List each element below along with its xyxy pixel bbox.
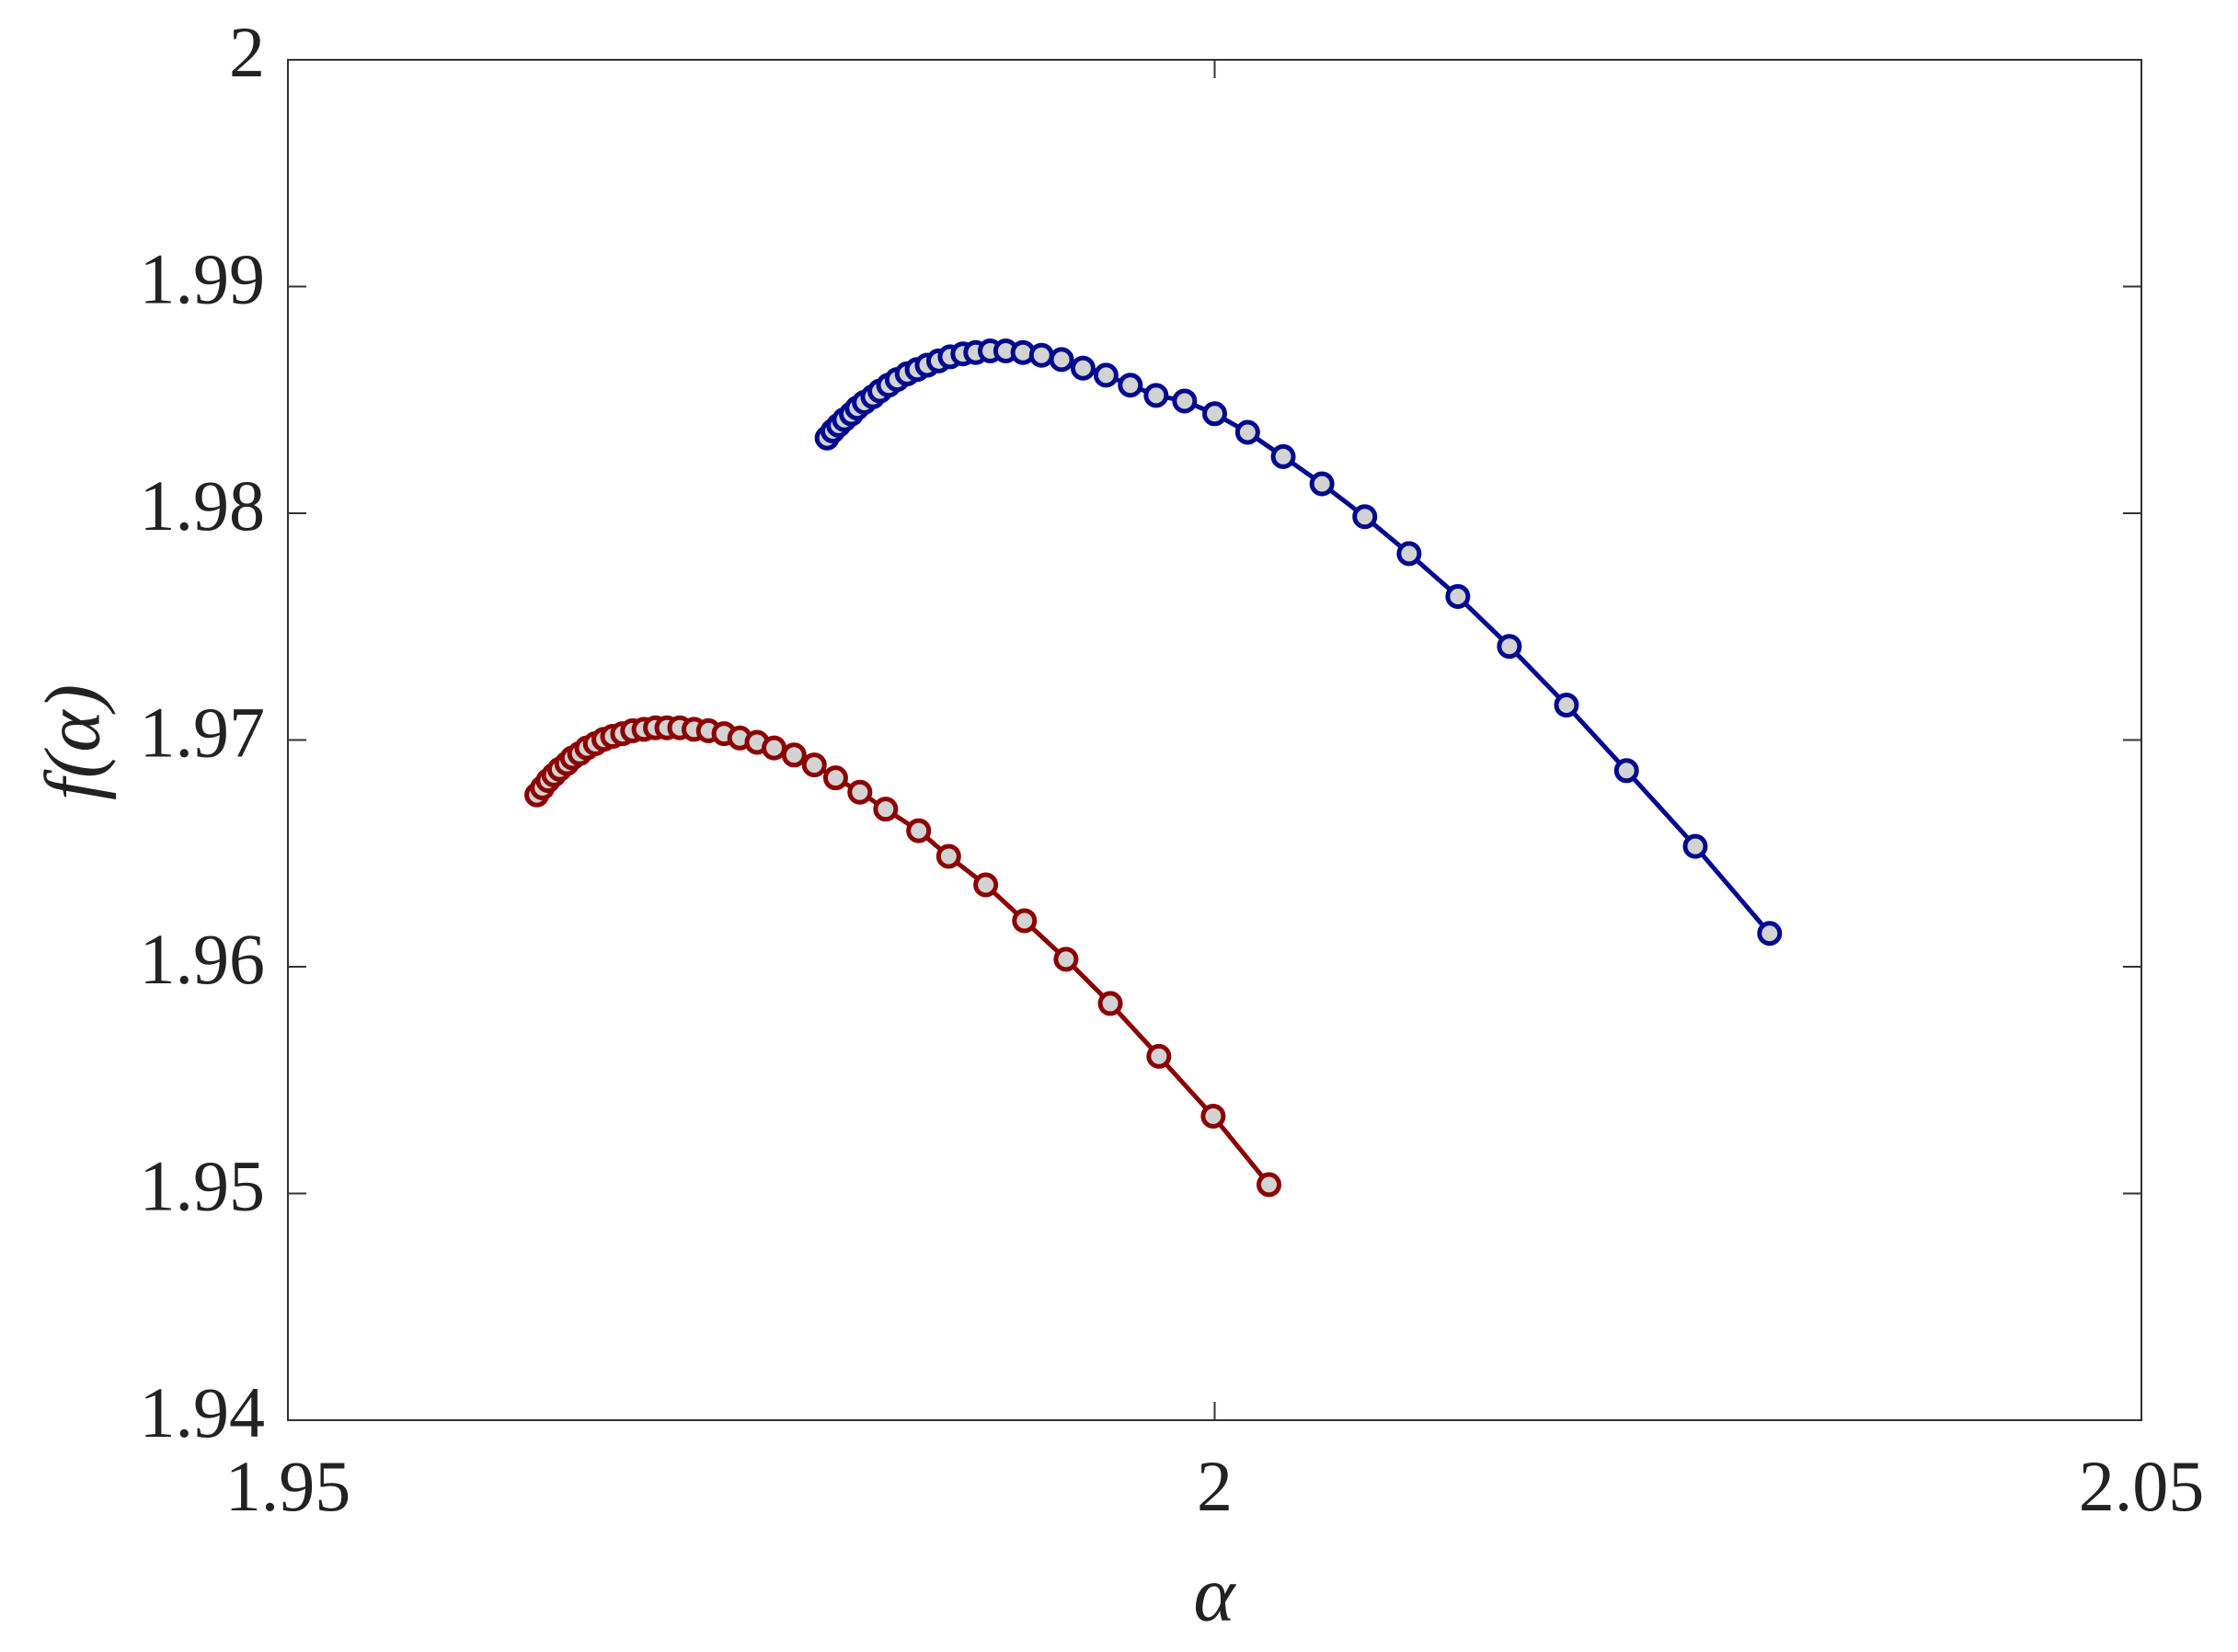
- data-point: [1143, 383, 1169, 408]
- data-point: [822, 765, 848, 791]
- x-tick-label: 2: [1197, 1446, 1233, 1526]
- data-point: [1257, 1172, 1282, 1198]
- data-point: [1070, 355, 1096, 381]
- x-tick-label: 1.95: [225, 1446, 351, 1526]
- data-point: [762, 735, 787, 761]
- data-point: [1554, 693, 1579, 718]
- data-point: [973, 872, 999, 898]
- data-point: [1270, 443, 1296, 469]
- data-point: [1309, 471, 1335, 497]
- data-point: [1012, 908, 1038, 934]
- data-point: [781, 742, 807, 768]
- x-tick-label: 2.05: [2079, 1446, 2205, 1526]
- data-point: [1497, 634, 1522, 660]
- data-point: [1352, 504, 1378, 530]
- data-point: [1146, 1043, 1172, 1069]
- data-point: [906, 818, 932, 843]
- data-point: [801, 752, 827, 778]
- data-point: [1118, 373, 1143, 398]
- y-axis-label: f(α): [29, 684, 117, 800]
- data-point: [1097, 991, 1123, 1016]
- data-point: [1028, 342, 1054, 368]
- data-point: [935, 843, 961, 869]
- data-point: [1202, 401, 1227, 427]
- data-point: [1093, 362, 1119, 388]
- data-point: [1053, 946, 1079, 972]
- y-tick-label: 1.95: [140, 1145, 266, 1225]
- data-point: [1682, 833, 1708, 859]
- y-tick-label: 1.98: [140, 465, 266, 545]
- data-point: [1613, 758, 1639, 784]
- data-point: [873, 797, 899, 822]
- data-point: [1172, 388, 1198, 414]
- data-point: [1396, 541, 1422, 567]
- data-point: [1049, 347, 1074, 373]
- y-tick-label: 1.94: [140, 1372, 266, 1452]
- data-point: [847, 779, 873, 805]
- y-tick-label: 1.96: [140, 919, 266, 999]
- y-tick-label: 1.99: [140, 238, 266, 318]
- data-point: [1445, 583, 1471, 609]
- data-point: [1234, 419, 1260, 445]
- data-point: [1200, 1103, 1226, 1129]
- y-tick-label: 1.97: [140, 692, 266, 772]
- y-tick-label: 2: [229, 12, 265, 92]
- data-point: [1757, 921, 1783, 946]
- x-axis-label: α: [1193, 1550, 1236, 1638]
- plot-frame: [287, 59, 2142, 1421]
